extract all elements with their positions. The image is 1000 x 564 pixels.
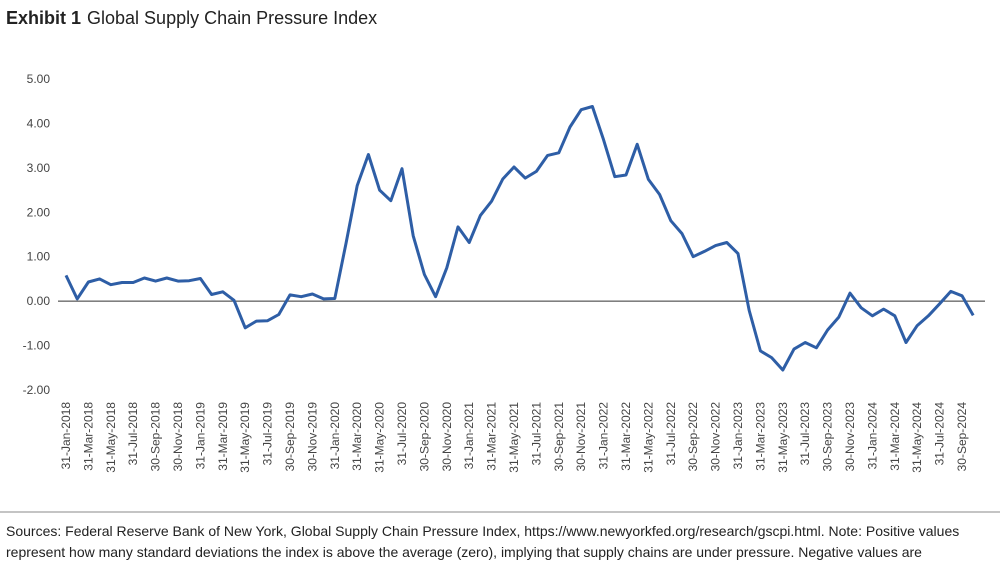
y-tick-label: 1.00 bbox=[27, 250, 51, 264]
x-tick-label: 31-May-2021 bbox=[507, 402, 521, 473]
y-tick-label: -1.00 bbox=[23, 339, 51, 353]
y-tick-label: 4.00 bbox=[27, 116, 51, 130]
x-tick-label: 30-Sep-2021 bbox=[552, 402, 566, 472]
title-prefix: Exhibit 1 bbox=[6, 8, 81, 28]
footer-line: Sources: Federal Reserve Bank of New Yor… bbox=[6, 523, 959, 539]
y-tick-label: 5.00 bbox=[27, 72, 51, 86]
series-line bbox=[64, 105, 975, 372]
x-tick-label: 30-Nov-2019 bbox=[305, 402, 319, 472]
x-tick-label: 30-Sep-2024 bbox=[955, 402, 969, 472]
x-tick-label: 31-Jul-2023 bbox=[798, 402, 812, 466]
y-tick-label: -2.00 bbox=[23, 383, 51, 397]
x-tick-label: 30-Nov-2018 bbox=[171, 402, 185, 472]
y-tick-label: 3.00 bbox=[27, 161, 51, 175]
x-tick-label: 30-Nov-2022 bbox=[709, 402, 723, 472]
x-tick-label: 31-Jan-2020 bbox=[328, 402, 342, 470]
x-tick-label: 30-Sep-2020 bbox=[417, 402, 431, 472]
x-tick-label: 31-Jul-2019 bbox=[261, 402, 275, 466]
x-tick-label: 31-Mar-2021 bbox=[485, 402, 499, 471]
x-tick-label: 30-Nov-2021 bbox=[574, 402, 588, 472]
chart-title: Exhibit 1 Global Supply Chain Pressure In… bbox=[6, 8, 377, 28]
x-tick-label: 31-Jul-2020 bbox=[395, 402, 409, 466]
x-tick-label: 31-May-2020 bbox=[373, 402, 387, 473]
x-tick-label: 30-Sep-2018 bbox=[149, 402, 163, 472]
x-tick-label: 31-Jul-2018 bbox=[126, 402, 140, 466]
x-tick-label: 31-Jan-2021 bbox=[462, 402, 476, 470]
x-tick-label: 31-Jan-2024 bbox=[865, 402, 879, 470]
x-tick-label: 31-Jan-2019 bbox=[193, 402, 207, 470]
x-tick-label: 31-Mar-2024 bbox=[888, 402, 902, 471]
x-tick-label: 31-Jul-2024 bbox=[933, 402, 947, 466]
x-tick-label: 31-May-2022 bbox=[641, 402, 655, 473]
y-tick-label: 2.00 bbox=[27, 205, 51, 219]
x-tick-label: 30-Sep-2022 bbox=[686, 402, 700, 472]
footer-line: represent how many standard deviations t… bbox=[6, 544, 922, 560]
x-tick-label: 31-May-2018 bbox=[104, 402, 118, 473]
title-text: Global Supply Chain Pressure Index bbox=[87, 8, 377, 28]
x-tick-label: 31-Jan-2022 bbox=[597, 402, 611, 470]
x-tick-label: 31-May-2024 bbox=[910, 402, 924, 473]
x-tick-label: 31-May-2019 bbox=[238, 402, 252, 473]
x-tick-label: 31-Jul-2021 bbox=[529, 402, 543, 466]
x-tick-label: 30-Sep-2023 bbox=[821, 402, 835, 472]
y-tick-label: 0.00 bbox=[27, 294, 51, 308]
x-tick-label: 31-Jan-2023 bbox=[731, 402, 745, 470]
x-tick-label: 31-May-2023 bbox=[776, 402, 790, 473]
x-tick-label: 30-Nov-2023 bbox=[843, 402, 857, 472]
x-tick-label: 31-Jul-2022 bbox=[664, 402, 678, 466]
x-tick-label: 31-Mar-2022 bbox=[619, 402, 633, 471]
x-tick-label: 31-Mar-2020 bbox=[350, 402, 364, 471]
x-tick-label: 30-Sep-2019 bbox=[283, 402, 297, 472]
x-tick-label: 31-Jan-2018 bbox=[59, 402, 73, 470]
x-tick-label: 31-Mar-2019 bbox=[216, 402, 230, 471]
x-tick-label: 31-Mar-2018 bbox=[81, 402, 95, 471]
x-tick-label: 30-Nov-2020 bbox=[440, 402, 454, 472]
x-tick-label: 31-Mar-2023 bbox=[753, 402, 767, 471]
